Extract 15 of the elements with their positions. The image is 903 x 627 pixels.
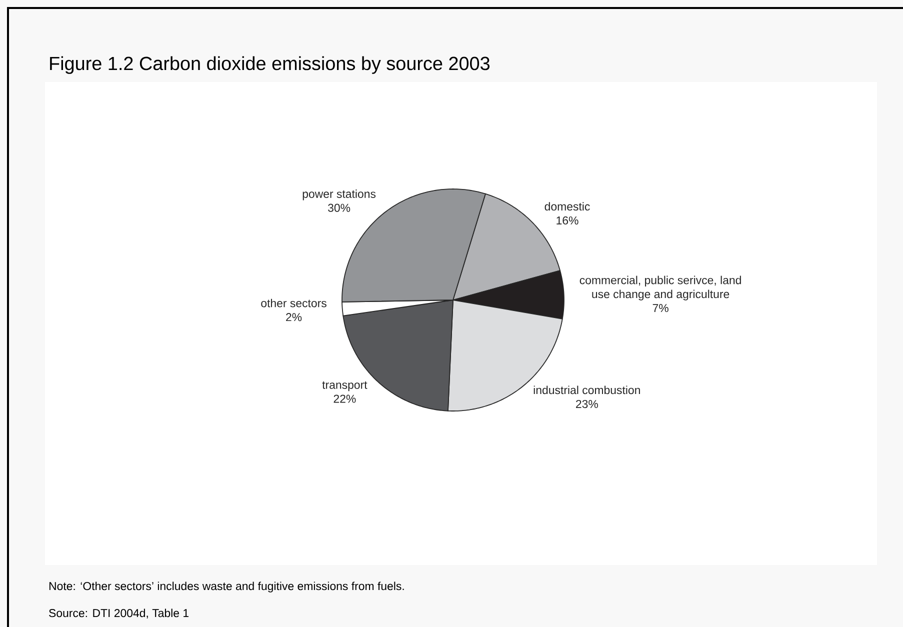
text: Note: ‘Other sectors’ includes waste and fugitive emissions from fuels. [49, 582, 404, 592]
data-label: 7% [652, 304, 668, 312]
slice-label: transport [322, 381, 368, 392]
slice-label: commercial, public serivce, land use change and agriculture [580, 276, 741, 300]
slice-label: other sectors [261, 298, 326, 308]
data-label: 22% [334, 394, 356, 403]
slice-label: domestic [544, 202, 590, 211]
slice-label: industrial combustion [534, 386, 640, 394]
slice-label: power stations [302, 190, 376, 200]
data-label: 23% [576, 400, 598, 408]
data-label: 2% [286, 313, 302, 322]
source-note: Source: DTI 2004d, Table 1 [49, 608, 188, 618]
data-label: 30% [328, 204, 350, 212]
chart-title: Figure 1.2 Carbon dioxide emissions by source 2003 [50, 56, 490, 74]
data-label: 16% [556, 216, 578, 225]
